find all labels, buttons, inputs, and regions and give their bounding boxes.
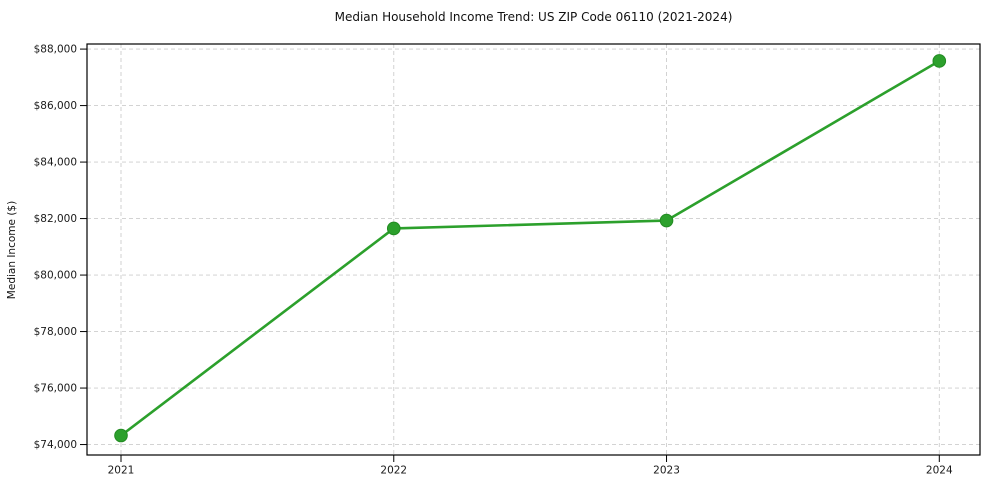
data-point — [659, 213, 674, 228]
trend-line — [119, 59, 941, 437]
data-point — [386, 221, 401, 236]
y-tick-label: $82,000 — [34, 213, 77, 225]
data-point — [932, 54, 947, 68]
grid-layer — [87, 44, 980, 455]
y-tick-label: $78,000 — [34, 326, 77, 338]
series-layer — [114, 54, 947, 443]
y-tick-label: $88,000 — [34, 44, 77, 56]
x-tick-label: 2022 — [380, 465, 407, 477]
chart-title: Median Household Income Trend: US ZIP Co… — [335, 10, 733, 24]
data-point — [114, 428, 128, 443]
y-tick-label: $76,000 — [34, 383, 77, 395]
x-tick-label: 2024 — [926, 465, 953, 477]
y-axis-label: Median Income ($) — [6, 201, 18, 299]
plot-border — [86, 43, 981, 456]
x-tick-label: 2023 — [653, 465, 680, 477]
y-tick-label: $86,000 — [34, 100, 77, 112]
y-tick-label: $74,000 — [34, 439, 77, 451]
y-tick-label: $80,000 — [34, 270, 77, 282]
axes-layer: $74,000 $76,000 $78,000 $80,000 $82,000 $84,0… — [34, 43, 981, 477]
x-tick-label: 2021 — [108, 465, 135, 477]
y-tick-label: $84,000 — [34, 157, 77, 169]
